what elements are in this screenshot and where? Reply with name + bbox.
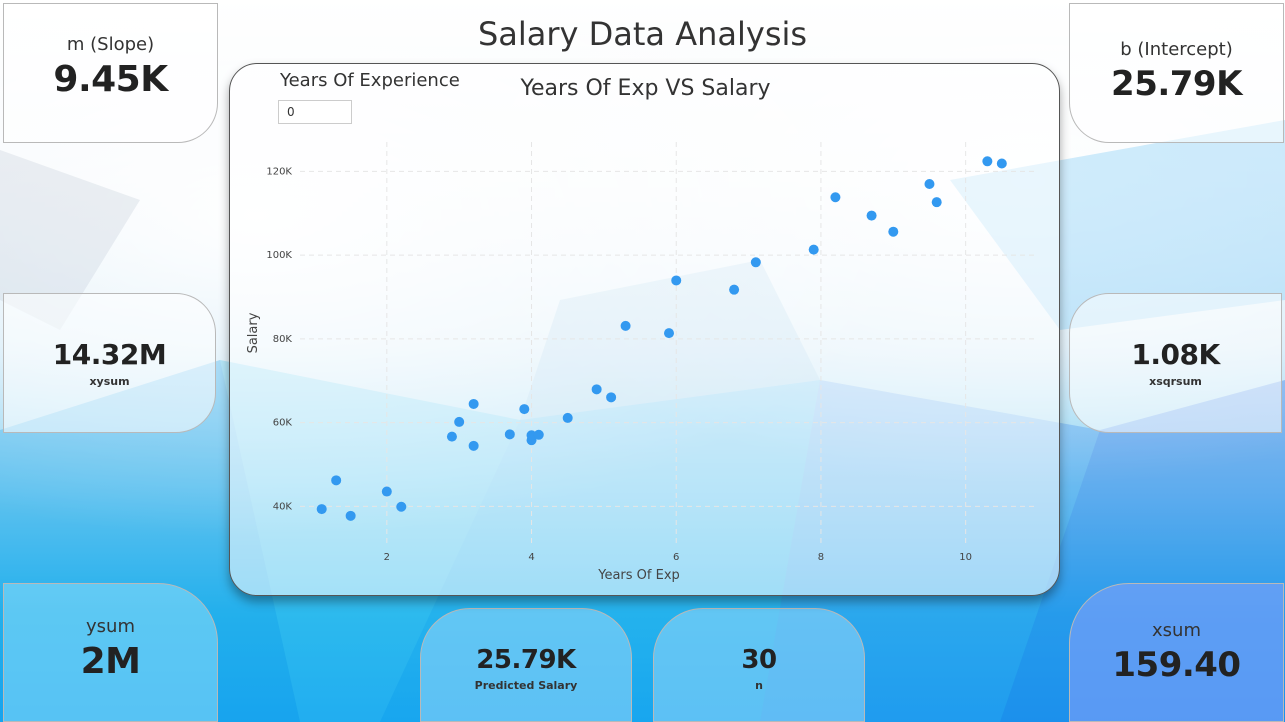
slope-label: m (Slope) [66,34,155,55]
data-point [468,440,479,451]
x-tick-label: 6 [673,552,679,563]
data-point [729,284,740,295]
y-tick-label: 100K [266,250,292,261]
x-axis-label: Years Of Exp [597,568,680,583]
x-tick-label: 8 [818,552,824,563]
data-point [924,179,935,190]
data-point [591,384,602,395]
ysum-label: ysum [86,616,135,637]
x-tick-label: 2 [384,552,390,563]
n-value: 30 [741,645,777,675]
data-point [454,416,465,427]
data-point [750,257,761,268]
y-axis-label: Salary [246,312,261,353]
data-point [345,510,356,521]
data-point [331,475,342,486]
scatter-chart: 40K 60K 80K 100K 120K 2 4 6 8 10 Years Of Exp Salar… [246,142,1038,583]
data-point [316,504,327,515]
data-point [866,210,877,221]
years-of-experience-input[interactable] [278,100,352,124]
data-point [982,156,993,167]
y-tick-label: 80K [273,334,293,345]
y-tick-label: 60K [273,418,293,429]
data-point [996,158,1007,169]
data-point [533,429,544,440]
data-point [562,412,573,423]
chart-title: Years Of Exp VS Salary [520,76,771,101]
data-point [620,320,631,331]
n-card: 30 n [653,608,865,722]
intercept-value: 25.79K [1111,64,1242,104]
data-point [446,431,457,442]
predicted-salary-label: Predicted Salary [474,679,578,692]
x-tick-label: 4 [528,552,534,563]
xsum-label: xsum [1152,620,1201,641]
xsum-value: 159.40 [1112,645,1241,685]
intercept-card: b (Intercept) 25.79K [1069,3,1284,143]
n-label: n [755,679,763,692]
data-point [888,226,899,237]
data-point [664,328,674,339]
data-point [671,275,682,286]
data-point [381,486,392,497]
data-point [526,430,537,441]
ysum-card: ysum 2M [3,583,218,722]
y-tick-label: 120K [266,166,292,177]
ysum-value: 2M [80,641,141,682]
xysum-card: 14.32M xysum [3,293,216,433]
data-point [808,244,819,255]
chart-panel: Years Of Experience Years Of Exp VS Sala… [229,63,1060,596]
data-point [931,197,942,208]
data-point [396,501,407,512]
slicer-label: Years Of Experience [280,70,460,91]
predicted-salary-value: 25.79K [476,645,576,675]
xsqrsum-card: 1.08K xsqrsum [1069,293,1282,433]
data-point [504,429,515,440]
page-title: Salary Data Analysis [477,15,808,53]
slope-value: 9.45K [53,59,168,100]
xsqrsum-label: xsqrsum [1149,375,1202,388]
xysum-value: 14.32M [52,338,167,371]
xsqrsum-value: 1.08K [1131,338,1220,371]
x-tick-label: 10 [959,552,972,563]
data-point [468,398,479,409]
data-point [606,392,617,403]
xysum-label: xysum [89,375,130,388]
data-point [519,404,530,415]
data-point [830,192,841,203]
y-tick-label: 40K [273,501,293,512]
slope-card: m (Slope) 9.45K [3,3,218,143]
predicted-salary-card: 25.79K Predicted Salary [420,608,632,722]
intercept-label: b (Intercept) [1120,39,1233,60]
xsum-card: xsum 159.40 [1069,583,1284,722]
